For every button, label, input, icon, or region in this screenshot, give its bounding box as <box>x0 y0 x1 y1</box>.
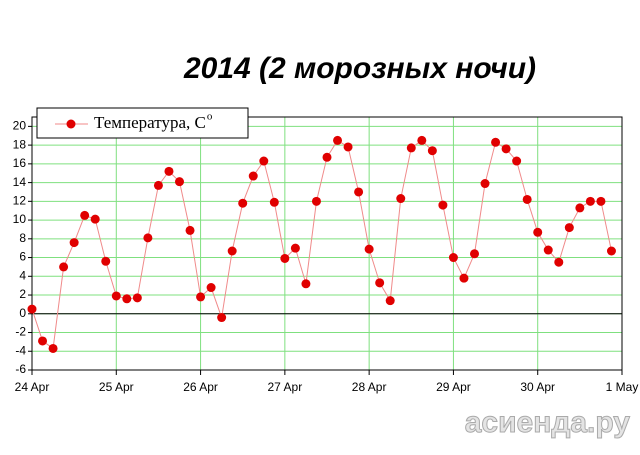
x-tick-label: 24 Apr <box>15 380 50 394</box>
data-point <box>375 278 385 288</box>
data-point <box>48 343 58 353</box>
y-tick-label: 10 <box>13 212 27 226</box>
data-point <box>269 197 279 207</box>
data-point <box>238 198 248 208</box>
data-point <box>480 179 490 189</box>
x-tick-label: 28 Apr <box>352 380 387 394</box>
x-tick-label: 30 Apr <box>520 380 555 394</box>
data-point <box>59 262 69 272</box>
data-point <box>27 304 37 314</box>
y-tick-label: 4 <box>19 268 26 282</box>
data-point <box>132 293 142 303</box>
y-tick-label: 20 <box>13 119 27 133</box>
data-point <box>364 244 374 254</box>
data-point <box>533 227 543 237</box>
data-point <box>512 156 522 166</box>
data-point <box>522 194 532 204</box>
data-point <box>406 143 416 153</box>
y-tick-label: -6 <box>15 362 26 376</box>
y-tick-label: 14 <box>13 175 27 189</box>
data-point <box>248 171 258 181</box>
data-point <box>417 135 427 145</box>
data-point <box>606 246 616 256</box>
data-point <box>427 146 437 156</box>
y-tick-label: 8 <box>19 231 26 245</box>
y-tick-label: 6 <box>19 250 26 264</box>
data-point <box>322 152 332 162</box>
data-point <box>69 238 79 248</box>
data-point <box>196 292 206 302</box>
data-point <box>554 257 564 267</box>
data-point <box>343 142 353 152</box>
y-tick-label: 0 <box>19 306 26 320</box>
data-point <box>333 135 343 145</box>
data-point <box>80 210 90 220</box>
x-tick-label: 29 Apr <box>436 380 471 394</box>
watermark: асиенда.ру <box>465 406 631 439</box>
data-point <box>438 200 448 210</box>
y-tick-label: 18 <box>13 137 27 151</box>
legend-label: Температура, C <box>94 113 206 132</box>
data-point <box>101 256 111 266</box>
chart-title: 2014 (2 морозных ночи) <box>183 52 536 85</box>
data-point <box>311 196 321 206</box>
data-point <box>575 203 585 213</box>
y-tick-label: 2 <box>19 287 26 301</box>
data-point <box>491 137 501 147</box>
data-point <box>385 296 395 306</box>
data-point <box>185 225 195 235</box>
data-point <box>396 194 406 204</box>
data-point <box>585 196 595 206</box>
data-point <box>259 156 269 166</box>
y-tick-label: -2 <box>15 325 26 339</box>
data-point <box>596 196 606 206</box>
data-point <box>217 313 227 323</box>
data-point <box>227 246 237 256</box>
data-point <box>38 336 48 346</box>
data-point <box>206 283 216 293</box>
data-point <box>290 243 300 253</box>
y-tick-label: 16 <box>13 156 27 170</box>
data-point <box>470 249 479 259</box>
y-tick-label: -4 <box>15 343 26 357</box>
x-tick-label: 1 May <box>606 380 639 394</box>
data-point <box>301 279 311 289</box>
x-tick-label: 26 Apr <box>183 380 218 394</box>
x-tick-label: 25 Apr <box>99 380 134 394</box>
data-point <box>354 187 364 197</box>
data-point <box>543 245 553 255</box>
data-point <box>459 273 469 283</box>
data-point <box>153 180 163 190</box>
data-point <box>122 294 132 304</box>
data-point <box>448 253 458 263</box>
data-point <box>143 233 153 243</box>
plot-frame <box>31 116 623 371</box>
legend-superscript: o <box>207 111 213 123</box>
data-point <box>111 291 121 301</box>
data-point <box>280 253 290 263</box>
data-point <box>90 214 100 224</box>
legend-marker <box>66 119 76 129</box>
y-tick-label: 12 <box>13 194 27 208</box>
data-point <box>175 177 184 187</box>
data-point <box>564 223 574 233</box>
data-point <box>164 166 174 176</box>
x-tick-label: 27 Apr <box>268 380 303 394</box>
data-point <box>501 144 511 154</box>
